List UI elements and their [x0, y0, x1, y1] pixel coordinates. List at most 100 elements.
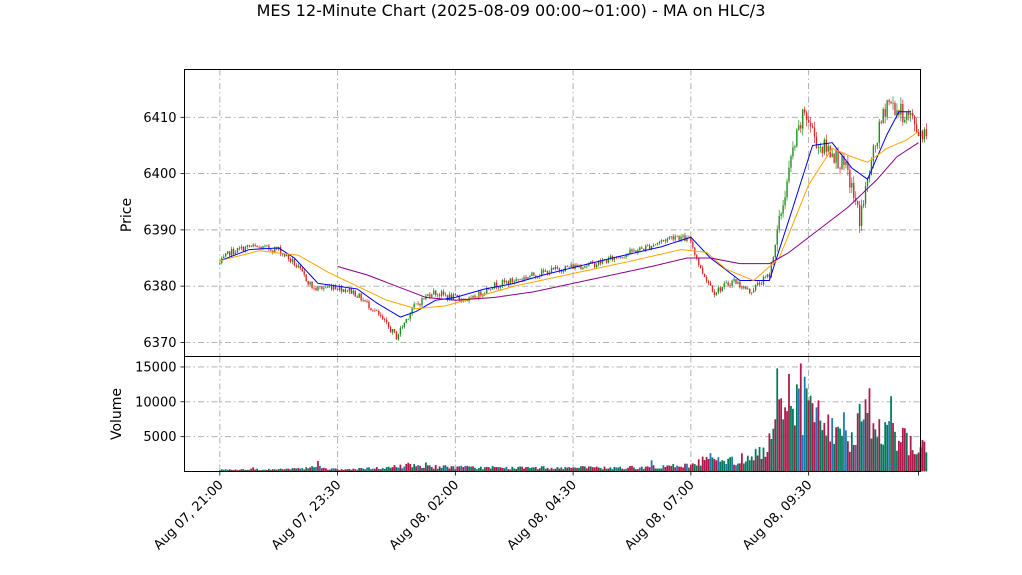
- volume-bar: [825, 435, 828, 472]
- candle-body: [588, 263, 590, 266]
- volume-bar: [591, 467, 594, 472]
- volume-bar: [921, 439, 924, 472]
- volume-bar: [513, 468, 516, 472]
- candle-body: [880, 121, 882, 123]
- candle-body: [501, 280, 504, 286]
- candle-body: [348, 288, 351, 292]
- candle-body: [283, 253, 286, 257]
- candle-body: [346, 291, 349, 292]
- volume-bar: [264, 469, 266, 472]
- candle-body: [219, 262, 221, 264]
- candle-body: [248, 245, 250, 247]
- volume-bar: [823, 422, 826, 472]
- volume-bar: [224, 469, 227, 472]
- volume-bar: [442, 465, 445, 472]
- candle-body: [444, 294, 447, 296]
- candle-body: [619, 257, 621, 258]
- volume-bar: [536, 469, 539, 472]
- volume-bar: [737, 463, 739, 472]
- candle-body: [272, 250, 274, 253]
- candle-body: [749, 288, 751, 294]
- volume-bar: [860, 421, 863, 472]
- candle-body: [329, 285, 331, 287]
- candle-body: [831, 153, 833, 158]
- candle-body: [639, 247, 641, 251]
- candle-body: [413, 304, 415, 309]
- volume-bar: [739, 463, 741, 472]
- volume-bar: [599, 467, 602, 472]
- candle-body: [529, 275, 531, 278]
- candle-body: [586, 265, 588, 267]
- candle-body: [601, 260, 604, 264]
- volume-bar: [487, 467, 490, 472]
- volume-bar: [903, 428, 906, 472]
- candle-body: [458, 296, 460, 300]
- volume-bar: [291, 468, 294, 472]
- candle-body: [513, 281, 515, 283]
- volume-bar: [872, 423, 875, 472]
- candle-body: [699, 264, 702, 268]
- candle-body: [409, 313, 411, 320]
- candle-body: [334, 286, 337, 290]
- volume-bar: [546, 467, 549, 472]
- volume-bar: [862, 419, 865, 472]
- candle-body: [415, 303, 417, 305]
- volume-bar: [874, 429, 877, 472]
- candle-body: [452, 294, 455, 300]
- candle-body: [595, 264, 598, 268]
- x-tick-label: Aug 08, 02:00: [387, 478, 463, 554]
- volume-bar: [421, 468, 423, 472]
- candle-body: [230, 248, 233, 256]
- volume-bar: [560, 467, 563, 472]
- volume-bar: [725, 463, 728, 472]
- volume-bar: [905, 432, 908, 472]
- candle-body: [837, 149, 839, 169]
- candle-body: [252, 244, 254, 247]
- volume-bar: [328, 469, 331, 472]
- candle-body: [872, 145, 875, 162]
- volume-bar: [742, 463, 745, 472]
- candle-body: [317, 286, 319, 291]
- candle-body: [874, 145, 877, 147]
- volume-bar: [607, 468, 610, 472]
- moving-averages: [219, 111, 919, 318]
- volume-bar: [393, 465, 396, 472]
- candle-body: [323, 287, 325, 289]
- candle-body: [291, 259, 294, 262]
- candle-body: [780, 213, 782, 216]
- price-panel-frame: [184, 69, 921, 357]
- candle-body: [336, 289, 339, 291]
- candle-body: [313, 287, 315, 289]
- candle-body: [511, 278, 513, 283]
- candle-body: [719, 287, 721, 292]
- candle-body: [751, 292, 753, 294]
- candle-body: [552, 267, 555, 270]
- volume-bar: [764, 456, 767, 472]
- volume-bar: [686, 463, 688, 472]
- candle-body: [864, 186, 867, 204]
- volume-bar: [387, 466, 390, 472]
- candle-body: [244, 246, 247, 252]
- volume-bar: [578, 467, 580, 472]
- volume-bar: [574, 467, 576, 472]
- candle-body: [472, 295, 474, 298]
- candle-body: [811, 126, 814, 128]
- volume-bar: [344, 469, 347, 472]
- volume-bar: [391, 467, 394, 472]
- candle-body: [696, 254, 698, 259]
- volume-bar: [846, 441, 849, 472]
- price-candles: [219, 96, 928, 341]
- candle-body: [327, 286, 329, 288]
- candle-body: [358, 293, 360, 298]
- candle-body: [739, 281, 741, 288]
- volume-bar: [758, 446, 761, 472]
- candle-body: [384, 319, 386, 320]
- candle-body: [825, 139, 827, 152]
- candle-body: [711, 285, 714, 292]
- volume-bar: [395, 467, 398, 472]
- volume-bar: [635, 469, 637, 472]
- volume-bar: [589, 466, 592, 472]
- candle-body: [921, 130, 924, 140]
- candle-body: [431, 294, 433, 297]
- volume-bar: [523, 468, 525, 472]
